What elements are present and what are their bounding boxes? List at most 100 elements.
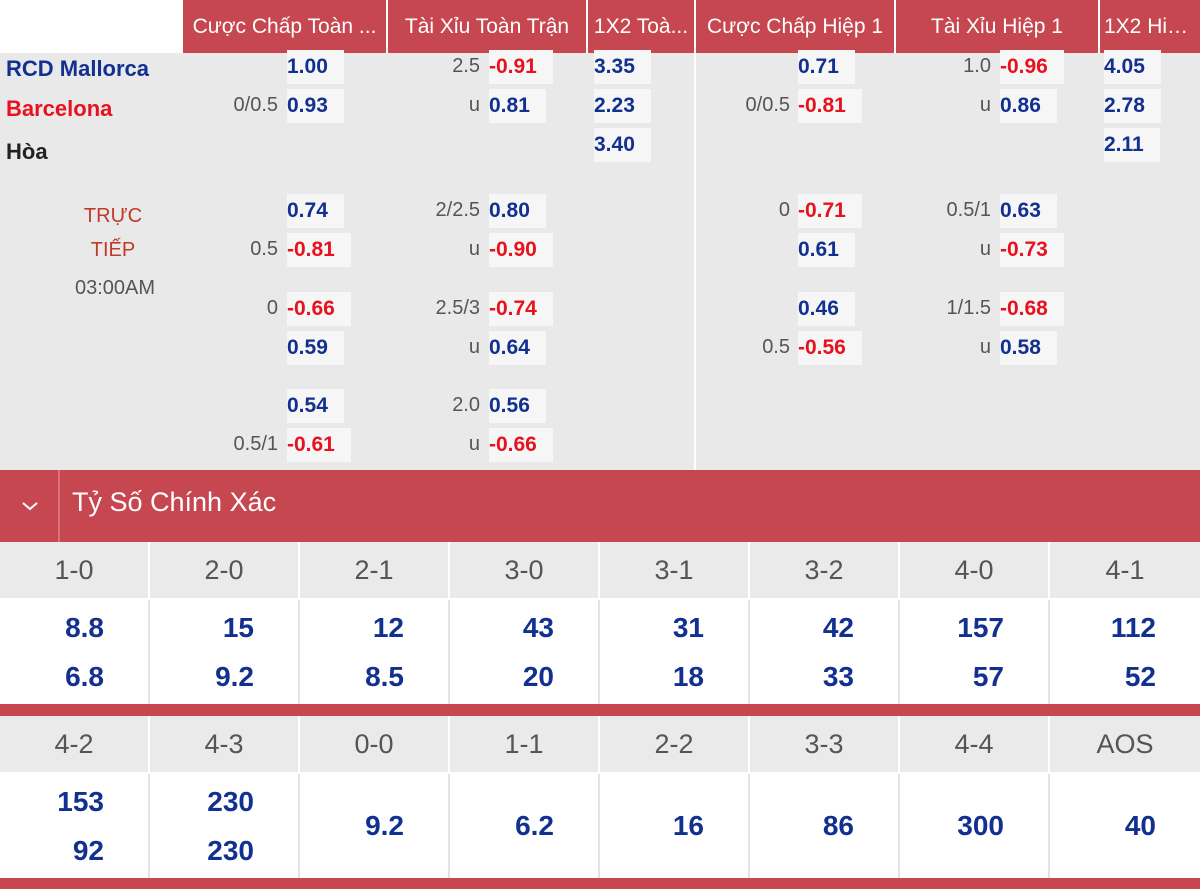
score-odds[interactable]: 42	[822, 612, 854, 643]
score-odds-cell[interactable]: 16	[600, 774, 750, 878]
odds-cell[interactable]: 2.11	[1104, 128, 1160, 162]
correct-score-row-2: 4-2 4-3 0-0 1-1 2-2 3-3 4-4 AOS 153 92 2…	[0, 716, 1200, 878]
odds-cell[interactable]: 2.23	[594, 89, 651, 123]
score-odds-cell[interactable]: 8.8 6.8	[0, 600, 150, 704]
odds-cell[interactable]: 3.40	[594, 128, 651, 162]
score-label: 3-2	[750, 542, 900, 598]
odds-cell[interactable]: -0.66	[489, 428, 553, 462]
score-odds[interactable]: 9.2	[215, 661, 254, 692]
header-h1-handicap[interactable]: Cược Chấp Hiệp 1	[696, 0, 896, 53]
header-h1-over-under[interactable]: Tài Xỉu Hiệp 1	[896, 0, 1100, 53]
odds-cell[interactable]: -0.81	[798, 89, 862, 123]
header-ft-1x2[interactable]: 1X2 Toà...	[588, 0, 696, 53]
odds-cell[interactable]: 0.71	[798, 50, 855, 84]
live-status: TRỰC	[83, 205, 143, 227]
ou-line: 2.0	[452, 394, 480, 416]
score-odds[interactable]: 8.8	[65, 612, 104, 643]
chevron-down-icon[interactable]	[20, 492, 40, 520]
odds-cell[interactable]: 0.54	[287, 389, 344, 423]
odds-cell[interactable]: -0.81	[287, 233, 351, 267]
correct-score-row-1: 1-0 2-0 2-1 3-0 3-1 3-2 4-0 4-1 8.8 6.8 …	[0, 542, 1200, 704]
correct-score-header[interactable]: Tỷ Số Chính Xác	[0, 470, 1200, 542]
score-odds-cell[interactable]: 157 57	[900, 600, 1050, 704]
score-odds-cell[interactable]: 9.2	[300, 774, 450, 878]
odds-cell[interactable]: -0.90	[489, 233, 553, 267]
odds-cell[interactable]: -0.66	[287, 292, 351, 326]
score-odds-cell[interactable]: 86	[750, 774, 900, 878]
score-odds[interactable]: 57	[972, 661, 1004, 692]
score-odds[interactable]: 300	[957, 810, 1004, 841]
team-draw: Hòa	[6, 139, 48, 164]
score-odds[interactable]: 86	[822, 810, 854, 841]
odds-cell[interactable]: 2.78	[1104, 89, 1161, 123]
score-label: 1-0	[0, 542, 150, 598]
score-odds[interactable]: 230	[207, 786, 254, 817]
odds-cell[interactable]: -0.73	[1000, 233, 1064, 267]
score-odds[interactable]: 92	[72, 835, 104, 866]
odds-cell[interactable]: 0.80	[489, 194, 546, 228]
score-odds[interactable]: 16	[672, 810, 704, 841]
score-label: 0-0	[300, 716, 450, 772]
score-odds[interactable]: 43	[522, 612, 554, 643]
odds-cell[interactable]: 0.63	[1000, 194, 1057, 228]
score-odds[interactable]: 18	[672, 661, 704, 692]
odds-cell[interactable]: 0.64	[489, 331, 546, 365]
score-label: 4-1	[1050, 542, 1200, 598]
score-odds[interactable]: 12	[372, 612, 404, 643]
under-label: u	[979, 336, 991, 358]
odds-cell[interactable]: 0.81	[489, 89, 546, 123]
h1-ou-under-label: u	[979, 94, 991, 116]
score-odds[interactable]: 15	[222, 612, 254, 643]
odds-cell[interactable]: 4.05	[1104, 50, 1161, 84]
score-odds[interactable]: 157	[957, 612, 1004, 643]
odds-cell[interactable]: 0.93	[287, 89, 344, 123]
odds-cell[interactable]: 3.35	[594, 50, 651, 84]
odds-cell[interactable]: 0.61	[798, 233, 855, 267]
score-odds[interactable]: 20	[522, 661, 554, 692]
score-odds[interactable]: 52	[1124, 661, 1156, 692]
score-odds-cell[interactable]: 43 20	[450, 600, 600, 704]
score-odds[interactable]: 9.2	[365, 810, 404, 841]
score-odds[interactable]: 33	[822, 661, 854, 692]
score-odds-cell[interactable]: 230 230	[150, 774, 300, 878]
header-ft-over-under[interactable]: Tài Xỉu Toàn Trận	[388, 0, 588, 53]
score-odds[interactable]: 31	[672, 612, 704, 643]
score-odds-cell[interactable]: 40	[1050, 774, 1200, 878]
ft-hdp-line: 0/0.5	[233, 94, 278, 116]
score-odds[interactable]: 6.8	[65, 661, 104, 692]
score-label: 3-3	[750, 716, 900, 772]
odds-cell[interactable]: 1.00	[287, 50, 344, 84]
odds-cell[interactable]: 0.46	[798, 292, 855, 326]
score-odds-cell[interactable]: 42 33	[750, 600, 900, 704]
odds-cell[interactable]: 0.59	[287, 331, 344, 365]
odds-cell[interactable]: -0.61	[287, 428, 351, 462]
odds-cell[interactable]: -0.91	[489, 50, 553, 84]
score-odds-cell[interactable]: 300	[900, 774, 1050, 878]
score-odds[interactable]: 230	[207, 835, 254, 866]
score-odds-cell[interactable]: 15 9.2	[150, 600, 300, 704]
odds-cell[interactable]: -0.71	[798, 194, 862, 228]
score-odds[interactable]: 112	[1110, 612, 1156, 643]
odds-cell[interactable]: -0.96	[1000, 50, 1064, 84]
score-odds[interactable]: 8.5	[365, 661, 404, 692]
odds-cell[interactable]: 0.74	[287, 194, 344, 228]
odds-cell[interactable]: -0.68	[1000, 292, 1064, 326]
score-odds-cell[interactable]: 112 52	[1050, 600, 1200, 704]
score-odds-cell[interactable]: 153 92	[0, 774, 150, 878]
score-odds-cell[interactable]: 6.2	[450, 774, 600, 878]
score-odds-cell[interactable]: 12 8.5	[300, 600, 450, 704]
header-h1-1x2[interactable]: 1X2 Hiệ...	[1100, 0, 1200, 53]
odds-cell[interactable]: 0.86	[1000, 89, 1057, 123]
score-label: AOS	[1050, 716, 1200, 772]
score-label: 2-2	[600, 716, 750, 772]
score-odds[interactable]: 153	[57, 786, 104, 817]
score-odds-cell[interactable]: 31 18	[600, 600, 750, 704]
handicap-line: 0	[778, 199, 790, 221]
score-odds[interactable]: 40	[1124, 810, 1156, 841]
score-odds[interactable]: 6.2	[515, 810, 554, 841]
odds-cell[interactable]: 0.56	[489, 389, 546, 423]
odds-cell[interactable]: -0.74	[489, 292, 553, 326]
odds-cell[interactable]: 0.58	[1000, 331, 1057, 365]
odds-cell[interactable]: -0.56	[798, 331, 862, 365]
header-ft-handicap[interactable]: Cược Chấp Toàn ...	[183, 0, 388, 53]
